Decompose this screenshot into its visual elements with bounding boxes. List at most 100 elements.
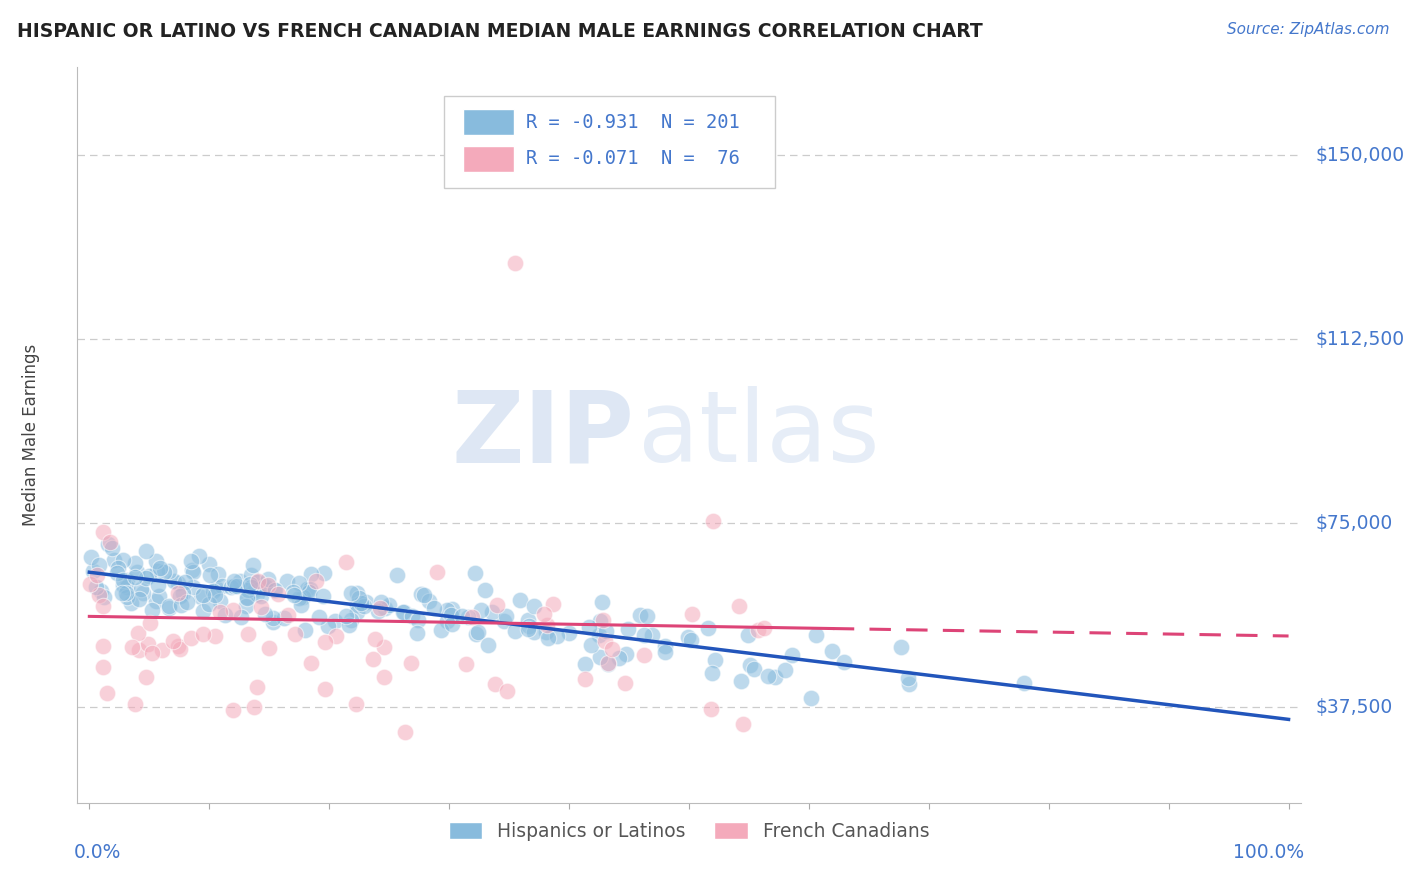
Point <box>128 592 150 607</box>
Point <box>742 662 765 676</box>
Point <box>209 605 232 619</box>
Point <box>294 623 316 637</box>
Point <box>263 583 285 598</box>
Point <box>176 595 198 609</box>
Point <box>346 598 368 612</box>
Point <box>728 599 751 613</box>
Point <box>193 588 215 602</box>
Point <box>288 575 311 590</box>
Point <box>312 566 335 581</box>
Point <box>283 585 305 599</box>
Point <box>146 564 169 578</box>
Point <box>373 640 395 655</box>
Point <box>240 581 263 595</box>
Point <box>226 579 249 593</box>
Point <box>82 564 104 578</box>
Point <box>298 585 321 599</box>
Point <box>250 599 273 614</box>
Point <box>267 586 290 600</box>
Point <box>124 570 146 584</box>
Point <box>214 607 236 622</box>
Point <box>211 578 233 592</box>
Text: atlas: atlas <box>637 386 879 483</box>
Point <box>503 624 526 639</box>
Point <box>239 568 262 582</box>
Point <box>236 626 259 640</box>
Point <box>495 608 517 623</box>
Text: $150,000: $150,000 <box>1315 145 1405 165</box>
Point <box>738 657 761 672</box>
Point <box>1012 675 1035 690</box>
FancyBboxPatch shape <box>463 109 515 136</box>
Point <box>107 561 129 575</box>
Point <box>613 676 636 690</box>
Point <box>87 558 110 572</box>
Point <box>401 608 423 623</box>
Point <box>323 614 346 628</box>
Point <box>546 629 568 643</box>
Point <box>681 607 703 621</box>
Point <box>308 609 330 624</box>
Point <box>169 642 191 657</box>
Point <box>406 613 429 627</box>
Point <box>391 605 413 619</box>
Point <box>752 621 775 635</box>
Point <box>339 585 361 599</box>
Point <box>430 624 453 638</box>
Point <box>377 599 399 613</box>
Point <box>496 684 519 698</box>
Point <box>409 587 432 601</box>
Point <box>775 663 797 677</box>
Point <box>152 643 174 657</box>
Point <box>633 648 655 662</box>
Point <box>191 605 214 619</box>
Point <box>290 598 312 612</box>
Point <box>207 566 229 581</box>
Point <box>136 638 159 652</box>
Point <box>517 622 540 636</box>
Point <box>91 660 114 674</box>
Point <box>129 582 152 597</box>
Point <box>149 561 172 575</box>
Point <box>181 566 204 580</box>
Point <box>700 702 723 716</box>
Text: $37,500: $37,500 <box>1315 698 1392 716</box>
Point <box>533 607 555 622</box>
Point <box>90 584 112 599</box>
Point <box>541 597 564 611</box>
Point <box>246 587 269 601</box>
Point <box>162 574 184 589</box>
Point <box>224 574 246 589</box>
Point <box>166 639 188 653</box>
Point <box>394 725 416 739</box>
Point <box>704 653 727 667</box>
Point <box>607 651 630 665</box>
Point <box>353 599 375 613</box>
Text: R = -0.931  N = 201: R = -0.931 N = 201 <box>526 112 740 132</box>
Point <box>125 565 148 579</box>
Text: R = -0.071  N =  76: R = -0.071 N = 76 <box>526 149 740 169</box>
Point <box>187 549 209 563</box>
Point <box>702 514 724 528</box>
Point <box>198 557 221 571</box>
Point <box>305 574 328 588</box>
Point <box>314 681 336 696</box>
Point <box>135 571 157 585</box>
Point <box>247 574 270 589</box>
Point <box>467 625 489 640</box>
Text: Median Male Earnings: Median Male Earnings <box>22 343 39 526</box>
Point <box>198 597 221 611</box>
Point <box>600 642 623 657</box>
Point <box>257 641 280 656</box>
FancyBboxPatch shape <box>463 145 515 172</box>
Point <box>257 572 280 586</box>
Point <box>98 534 121 549</box>
Point <box>763 670 786 684</box>
Point <box>494 614 516 628</box>
Point <box>413 588 436 602</box>
Point <box>204 628 226 642</box>
Point <box>399 657 422 671</box>
Point <box>124 697 146 711</box>
Point <box>747 623 769 637</box>
Point <box>537 631 560 645</box>
